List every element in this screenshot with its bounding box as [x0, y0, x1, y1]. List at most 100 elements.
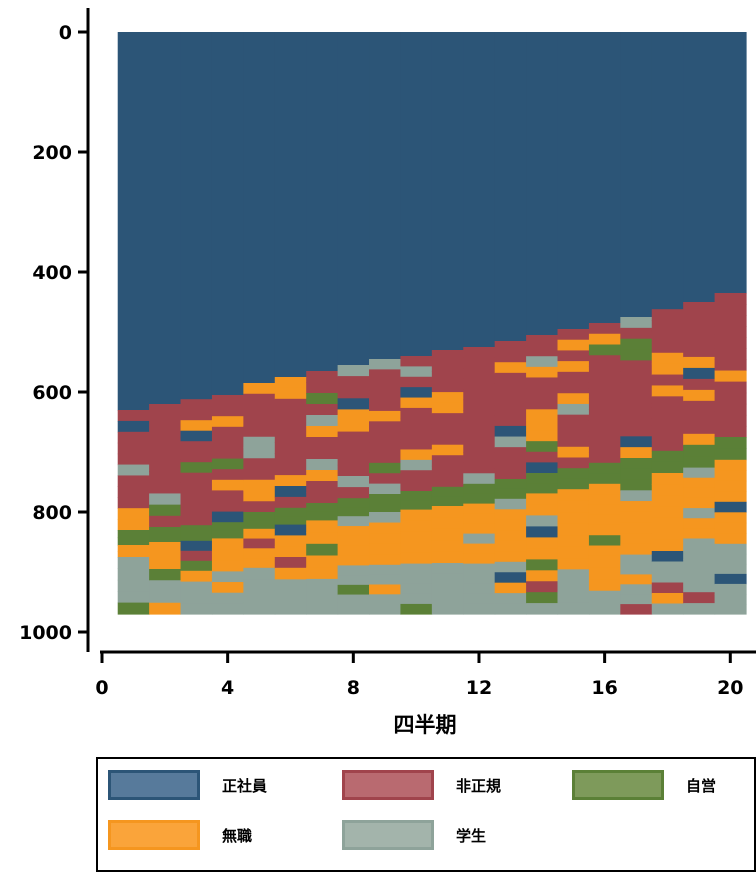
segment-nonregular-q5 [243, 469, 276, 481]
segment-student-q15 [557, 569, 590, 582]
segment-nonregular-q13 [494, 404, 527, 416]
segment-unemployed-q17 [620, 522, 653, 534]
legend-swatch [342, 770, 434, 800]
segment-nonregular-q20 [714, 403, 747, 416]
segment-nonregular-q7 [306, 371, 339, 383]
segment-student-q6 [274, 579, 307, 592]
segment-nonregular-q16 [588, 376, 621, 389]
segment-nonregular-q20 [714, 293, 747, 305]
segment-student-q1 [117, 568, 150, 581]
segment-student-q1 [117, 557, 150, 569]
y-tick-label: 200 [32, 142, 72, 164]
segment-unemployed-q14 [526, 526, 559, 538]
segment-nonregular-q14 [526, 356, 559, 368]
segment-student-q9 [369, 584, 402, 595]
segment-nonregular-q10 [400, 387, 433, 399]
segment-nonregular-q17 [620, 349, 653, 361]
segment-student-q14 [526, 559, 559, 571]
segment-unemployed-q19 [683, 518, 716, 529]
segment-unemployed-q17 [620, 501, 653, 513]
segment-student-q8 [337, 565, 370, 576]
segment-unemployed-q18 [651, 517, 684, 530]
legend-item-regular: 正社員 [108, 769, 267, 801]
segment-student-q19 [683, 592, 716, 604]
segment-nonregular-q20 [714, 370, 747, 383]
segment-selfemployed-q4 [211, 530, 244, 539]
segment-nonregular-q17 [620, 327, 653, 340]
segment-selfemployed-q19 [683, 444, 716, 457]
segment-student-q5 [243, 590, 276, 604]
segment-nonregular-q13 [494, 447, 527, 459]
segment-nonregular-q2 [149, 504, 182, 517]
segment-selfemployed-q20 [714, 448, 747, 461]
segment-student-q20 [714, 593, 747, 605]
segment-nonregular-q17 [620, 414, 653, 427]
segment-nonregular-q10 [400, 418, 433, 430]
segment-nonregular-q3 [180, 514, 213, 526]
segment-selfemployed-q5 [243, 512, 276, 521]
segment-unemployed-q20 [714, 501, 747, 513]
segment-unemployed-q17 [620, 533, 653, 545]
segment-regular-q16 [588, 32, 621, 324]
segment-nonregular-q18 [651, 352, 684, 365]
segment-student-q20 [714, 543, 747, 555]
segment-unemployed-q19 [683, 508, 716, 519]
segment-student-q2 [149, 569, 182, 581]
segment-nonregular-q15 [557, 414, 590, 426]
segment-nonregular-q1 [117, 486, 150, 498]
segment-nonregular-q14 [526, 462, 559, 474]
segment-nonregular-q20 [714, 304, 747, 316]
segment-student-q14 [526, 581, 559, 593]
segment-unemployed-q8 [337, 545, 370, 557]
segment-nonregular-q3 [180, 462, 213, 474]
segment-student-q12 [463, 593, 496, 605]
segment-student-q12 [463, 603, 496, 615]
segment-nonregular-q17 [620, 360, 653, 372]
segment-unemployed-q16 [588, 483, 621, 495]
segment-nonregular-q12 [463, 399, 496, 411]
segment-nonregular-q16 [588, 430, 621, 442]
segment-student-q1 [117, 579, 150, 592]
segment-nonregular-q10 [400, 397, 433, 409]
segment-selfemployed-q12 [463, 483, 496, 495]
segment-nonregular-q11 [431, 423, 464, 435]
segment-student-q18 [651, 551, 684, 563]
segment-selfemployed-q14 [526, 473, 559, 484]
segment-student-q10 [400, 573, 433, 585]
segment-student-q7 [306, 567, 339, 580]
segment-nonregular-q6 [274, 409, 307, 422]
segment-unemployed-q18 [651, 506, 684, 519]
segment-selfemployed-q8 [337, 507, 370, 517]
segment-selfemployed-q14 [526, 483, 559, 494]
segment-nonregular-q15 [557, 425, 590, 437]
segment-nonregular-q20 [714, 315, 747, 327]
segment-nonregular-q16 [588, 441, 621, 453]
segment-nonregular-q16 [588, 452, 621, 464]
segment-student-q17 [620, 574, 653, 585]
segment-nonregular-q17 [620, 392, 653, 405]
segment-student-q3 [180, 603, 213, 615]
segment-unemployed-q17 [620, 511, 653, 524]
segment-student-q4 [211, 603, 244, 615]
segment-nonregular-q14 [526, 377, 559, 389]
x-axis-title: 四半期 [394, 713, 457, 737]
segment-unemployed-q6 [274, 546, 307, 558]
segment-nonregular-q20 [714, 425, 747, 438]
segment-nonregular-q6 [274, 464, 307, 476]
segment-nonregular-q8 [337, 420, 370, 433]
segment-student-q11 [431, 573, 464, 584]
segment-unemployed-q6 [274, 535, 307, 547]
segment-regular-q15 [557, 32, 590, 330]
segment-unemployed-q14 [526, 515, 559, 527]
segment-nonregular-q11 [431, 402, 464, 414]
segment-nonregular-q1 [117, 431, 150, 444]
segment-nonregular-q13 [494, 383, 527, 395]
segment-nonregular-q3 [180, 420, 213, 432]
segment-student-q4 [211, 571, 244, 583]
segment-selfemployed-q17 [620, 468, 653, 481]
segment-nonregular-q19 [683, 302, 716, 314]
segment-nonregular-q9 [369, 483, 402, 495]
segment-unemployed-q9 [369, 522, 402, 534]
segment-nonregular-q20 [714, 359, 747, 372]
legend-label: 無職 [222, 826, 253, 845]
